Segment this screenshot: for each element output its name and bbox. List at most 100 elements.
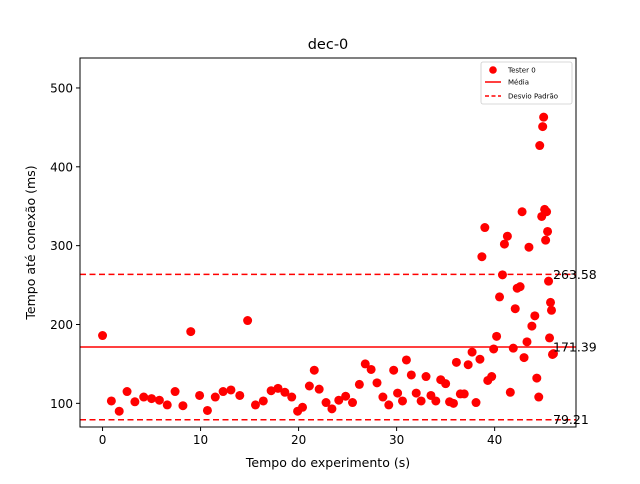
data-point (538, 122, 548, 132)
x-axis-ticks: 0 10 20 30 40 (99, 427, 502, 447)
data-point (106, 396, 116, 406)
data-point (497, 270, 507, 280)
data-point (154, 395, 164, 405)
data-point (202, 405, 212, 415)
data-point (393, 388, 403, 398)
data-point (186, 327, 196, 337)
x-tick-label: 0 (99, 433, 107, 447)
data-point (492, 331, 502, 341)
data-point (548, 349, 558, 359)
data-point (334, 395, 344, 405)
data-point (489, 344, 499, 354)
y-axis-ticks: 100 200 300 400 500 (50, 81, 80, 411)
y-tick-label: 400 (50, 160, 73, 174)
data-point (348, 398, 358, 408)
data-point (546, 305, 556, 315)
data-point (298, 402, 308, 412)
reference-label-0: 171.39 (553, 340, 597, 355)
data-point (366, 364, 376, 374)
data-point (98, 331, 108, 341)
data-point (321, 398, 331, 408)
data-point (397, 396, 407, 406)
data-point (448, 398, 458, 408)
y-tick-label: 500 (50, 81, 73, 95)
data-point (541, 235, 551, 245)
data-point (545, 333, 555, 343)
data-point (463, 360, 473, 370)
data-point (510, 304, 520, 314)
data-point (162, 400, 172, 410)
x-tick-label: 10 (193, 433, 208, 447)
data-point (210, 392, 220, 402)
data-point (487, 372, 497, 382)
data-point (130, 397, 140, 407)
data-point (505, 387, 515, 397)
data-point (360, 359, 370, 369)
data-point (524, 242, 534, 252)
data-point (139, 392, 149, 402)
data-point (502, 231, 512, 241)
y-tick-label: 300 (50, 239, 73, 253)
y-axis-label: Tempo até conexão (ms) (23, 165, 38, 320)
data-point (508, 343, 518, 353)
data-point (451, 357, 461, 367)
reference-labels: 171.39 263.58 79.21 (553, 267, 597, 427)
data-point (543, 226, 553, 236)
data-point (421, 372, 431, 382)
legend-label-mean: Média (508, 79, 529, 87)
data-point (122, 387, 132, 397)
reference-label-2: 79.21 (553, 412, 589, 427)
y-tick-label: 100 (50, 397, 73, 411)
data-point (431, 396, 441, 406)
data-point (542, 207, 552, 217)
data-point (226, 385, 236, 395)
x-tick-label: 20 (291, 433, 306, 447)
data-point (273, 383, 283, 393)
data-point (258, 396, 268, 406)
data-point (515, 282, 525, 292)
data-point (147, 394, 157, 404)
data-point (406, 370, 416, 380)
data-point (287, 392, 297, 402)
data-point (480, 223, 490, 233)
legend-marker-tester (489, 66, 497, 74)
data-point (517, 207, 527, 217)
data-point (195, 390, 205, 400)
data-point (467, 347, 477, 357)
data-point (477, 252, 487, 262)
data-point (411, 388, 421, 398)
data-point (250, 400, 260, 410)
data-point (304, 381, 314, 391)
data-point (416, 396, 426, 406)
data-point (535, 141, 545, 151)
reference-label-1: 263.58 (553, 267, 597, 282)
data-point (341, 391, 351, 401)
data-point (354, 379, 364, 389)
chart-title: dec-0 (308, 37, 349, 53)
data-point (235, 390, 245, 400)
data-point (495, 292, 505, 302)
data-point (243, 316, 253, 326)
data-point (389, 365, 399, 375)
data-point (218, 387, 228, 397)
legend: Tester 0 Média Desvio Padrão (480, 61, 573, 105)
data-point (527, 321, 537, 331)
data-point (539, 112, 549, 122)
data-point (170, 387, 180, 397)
data-point (114, 406, 124, 416)
data-point (519, 353, 529, 363)
data-point (280, 387, 290, 397)
plot-frame (79, 57, 577, 428)
data-point (499, 239, 509, 249)
data-point (327, 404, 337, 414)
data-point (266, 386, 276, 396)
x-axis-label: Tempo do experimento (s) (245, 455, 410, 470)
data-point (546, 297, 556, 307)
data-point (544, 276, 554, 286)
data-point (378, 392, 388, 402)
data-point (475, 354, 485, 364)
data-point (441, 379, 451, 389)
data-point (314, 384, 324, 394)
